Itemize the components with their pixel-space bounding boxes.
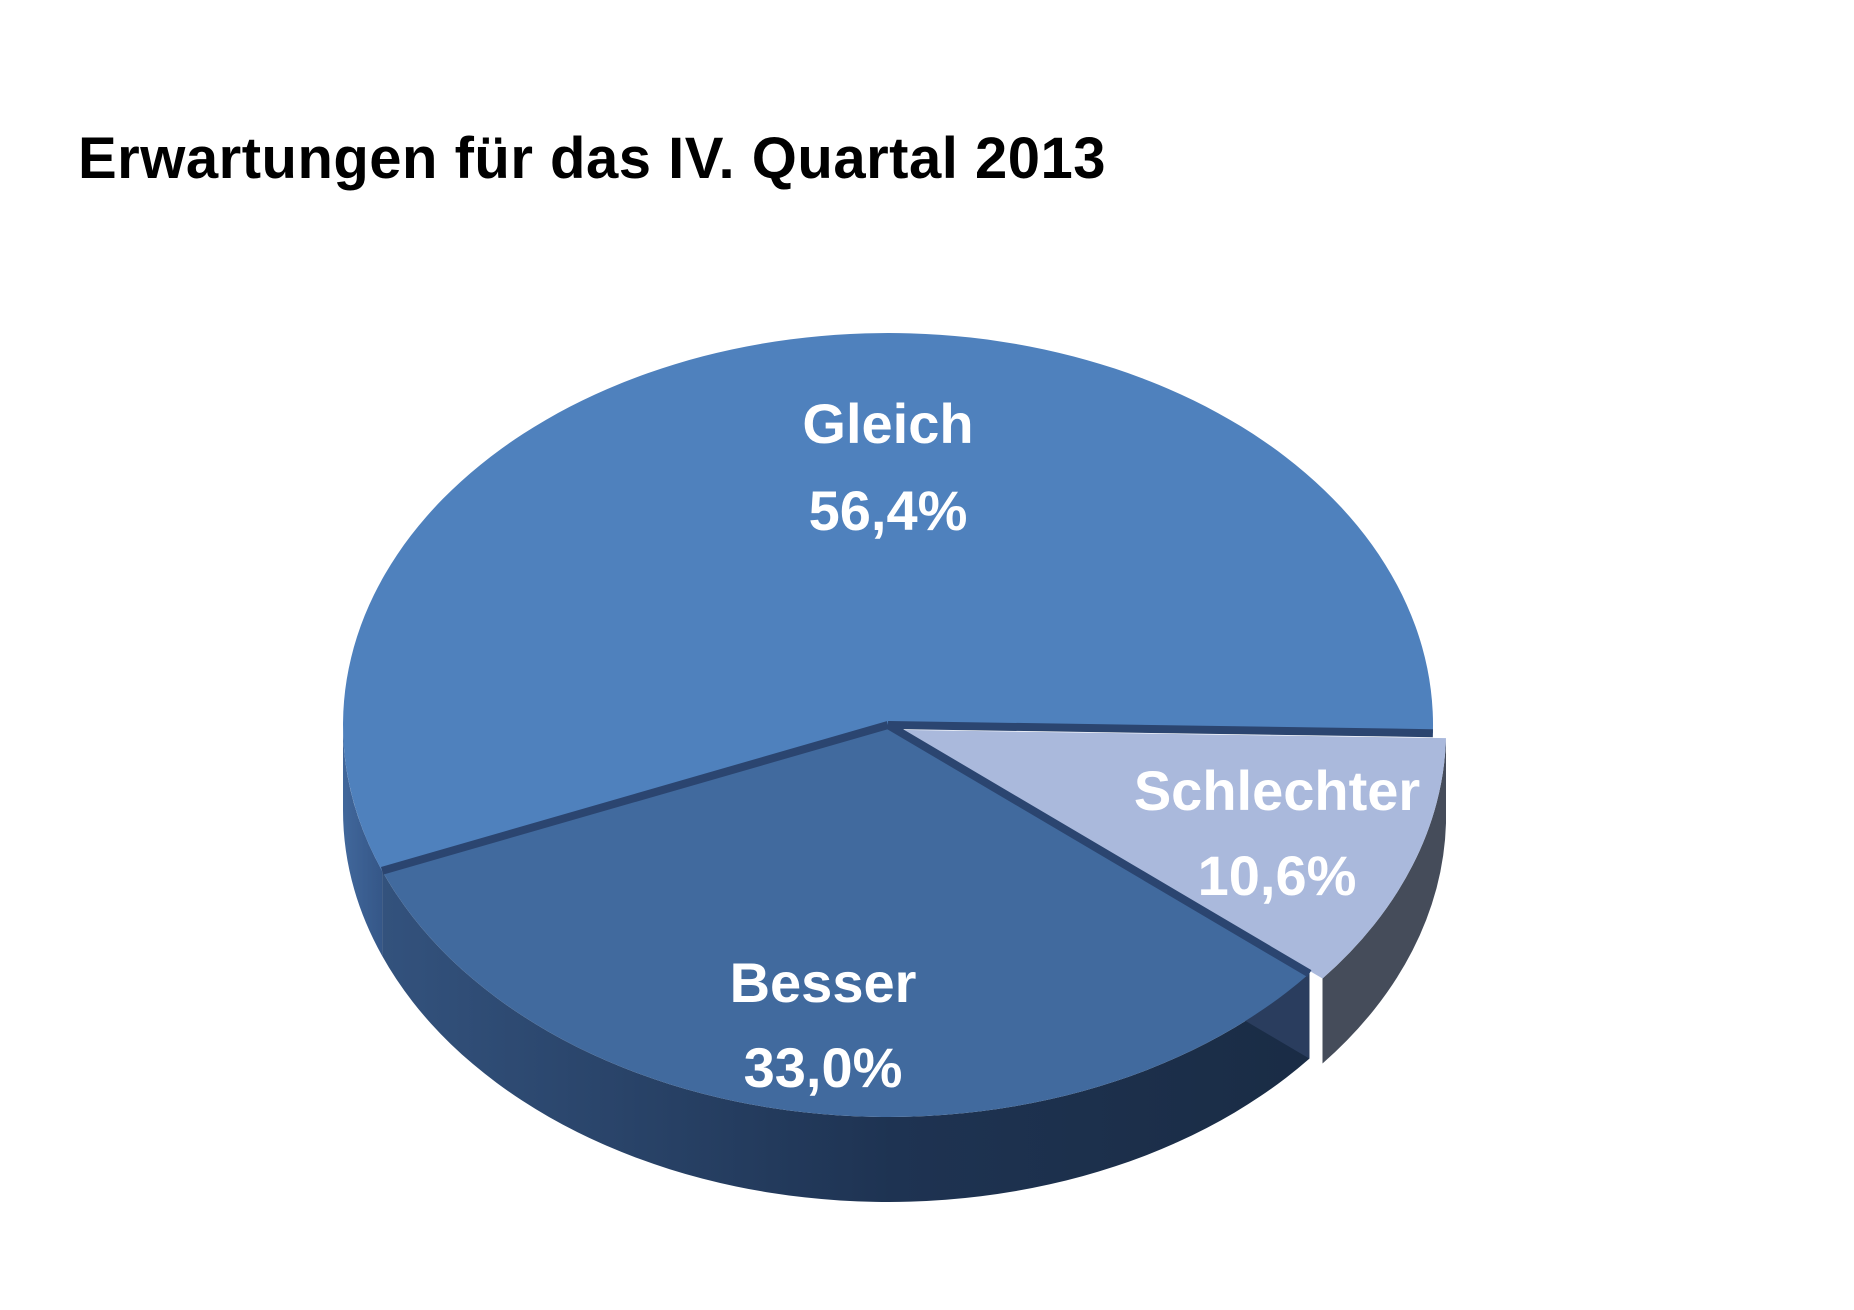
pie-side-gleich [343,725,383,956]
slice-value-schlechter: 10,6% [1198,844,1357,907]
slice-label-gleich: Gleich [802,392,973,455]
pie-side-besser [382,870,1310,1203]
pie-slice-edges [380,721,1433,978]
pie-slice-besser [382,725,1310,1118]
pie-side-schlechter [1322,738,1446,1064]
slice-label-besser: Besser [730,951,917,1014]
slice-value-gleich: 56,4% [809,479,968,542]
slice-value-besser: 33,0% [744,1036,903,1099]
pie-slice-gleich [343,333,1434,871]
pie-slice-schlechter [901,729,1446,979]
chart-title: Erwartungen für das IV. Quartal 2013 [78,126,1106,191]
slice-label-schlechter: Schlechter [1134,759,1420,822]
